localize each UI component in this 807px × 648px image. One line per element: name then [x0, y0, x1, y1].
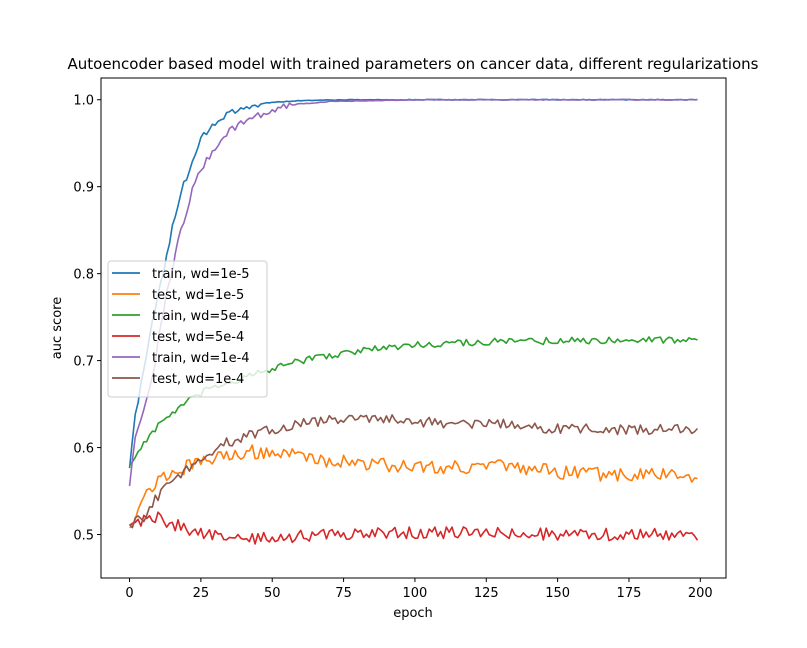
x-tick-label: 50 [264, 586, 281, 601]
series-line-3 [129, 511, 699, 545]
x-tick-label: 75 [335, 586, 352, 601]
x-tick-label: 100 [403, 586, 428, 601]
x-tick-label: 25 [193, 586, 210, 601]
x-tick-label: 175 [617, 586, 642, 601]
legend-label: test, wd=5e-4 [152, 330, 244, 345]
y-tick-label: 0.5 [73, 529, 94, 544]
series-line-4 [128, 98, 698, 487]
x-tick-label: 0 [125, 586, 133, 601]
chart-title: Autoencoder based model with trained par… [68, 55, 759, 73]
legend-label: test, wd=1e-5 [152, 288, 244, 303]
series-line-5 [128, 414, 699, 529]
x-tick-label: 150 [545, 586, 570, 601]
y-tick-label: 1.0 [73, 94, 94, 109]
y-tick-label: 0.9 [73, 181, 94, 196]
y-axis-label: auc score [50, 297, 65, 359]
x-tick-label: 125 [474, 586, 499, 601]
x-tick-label: 200 [688, 586, 713, 601]
y-axis: 0.5 0.6 0.7 0.8 0.9 1.0 [73, 94, 101, 544]
legend-label: train, wd=5e-4 [152, 309, 250, 324]
x-axis: 0 25 50 75 100 125 150 175 200 [125, 578, 713, 601]
y-tick-label: 0.6 [73, 442, 94, 457]
legend-label: test, wd=1e-4 [152, 372, 244, 387]
y-tick-label: 0.7 [73, 355, 94, 370]
x-axis-label: epoch [393, 606, 433, 621]
legend-label: train, wd=1e-4 [152, 351, 250, 366]
y-tick-label: 0.8 [73, 268, 94, 283]
legend: train, wd=1e-5 test, wd=1e-5 train, wd=5e-… [107, 260, 268, 398]
axes-frame [100, 77, 727, 579]
series-line-1 [129, 444, 698, 529]
legend-box [107, 260, 268, 398]
legend-label: train, wd=1e-5 [152, 267, 250, 282]
